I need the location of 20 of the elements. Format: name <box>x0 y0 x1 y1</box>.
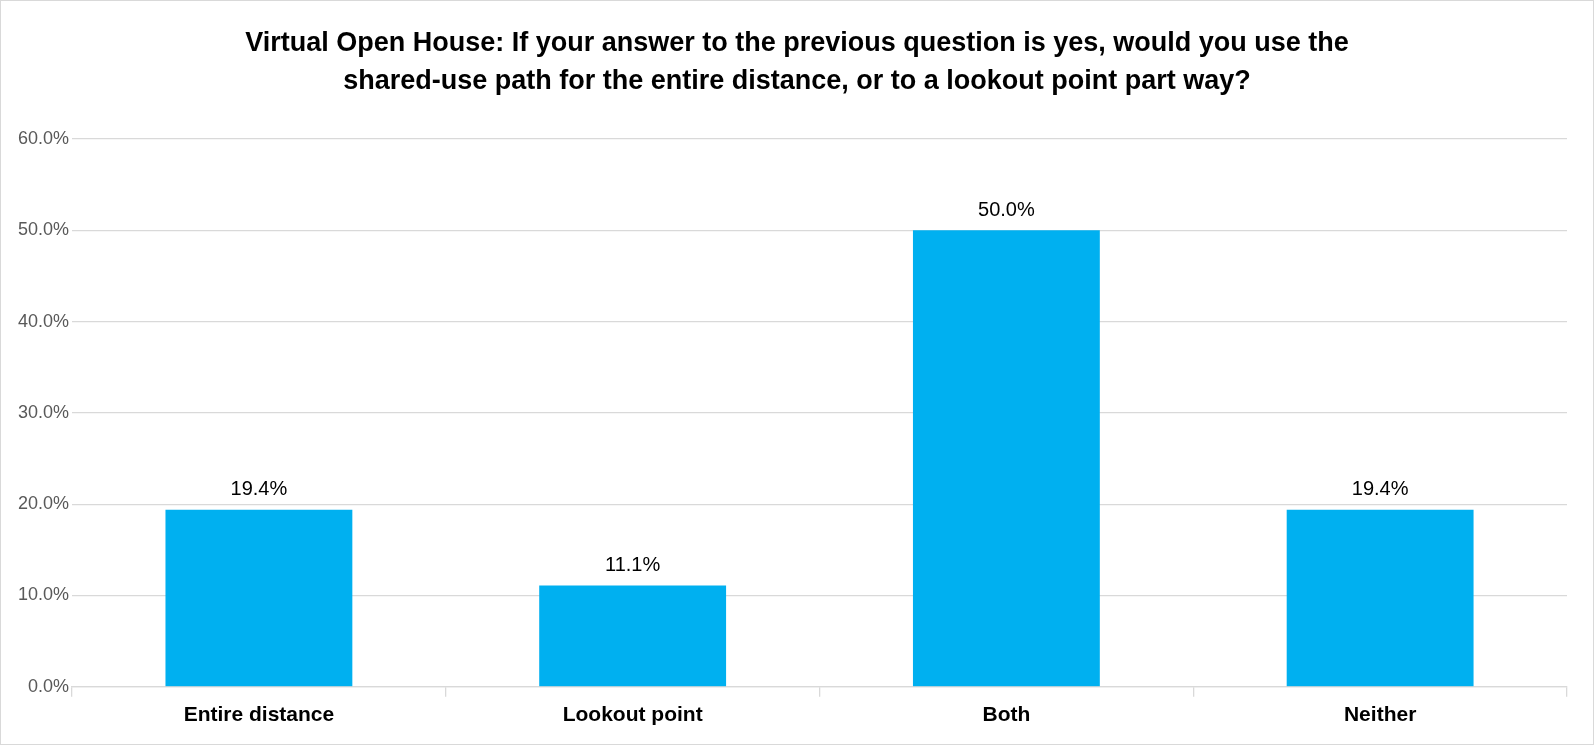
bar <box>165 509 353 687</box>
bar <box>912 230 1100 687</box>
bar <box>1286 509 1474 687</box>
y-tick-label: 0.0% <box>28 675 70 696</box>
x-tick-label: Neither <box>1343 702 1417 726</box>
data-label: 19.4% <box>1351 477 1409 500</box>
bar <box>539 585 727 687</box>
y-tick-label: 10.0% <box>17 584 70 605</box>
y-tick-label: 30.0% <box>17 401 70 422</box>
y-tick-label: 20.0% <box>17 493 70 514</box>
x-tick-label: Lookout point <box>562 702 703 726</box>
y-tick-label: 40.0% <box>17 310 70 331</box>
y-tick-label: 50.0% <box>17 219 70 240</box>
data-label: 50.0% <box>978 197 1035 220</box>
x-tick-label: Entire distance <box>183 702 335 726</box>
y-tick-label: 60.0% <box>17 127 70 148</box>
x-tick-label: Both <box>982 702 1031 726</box>
chart-title: Virtual Open House: If your answer to the previous question is yes, would you use the shared-use path for the entire distance, or to a lookout point part way? <box>244 26 1350 97</box>
data-label: 11.1% <box>605 552 661 575</box>
data-label: 19.4% <box>230 477 288 500</box>
